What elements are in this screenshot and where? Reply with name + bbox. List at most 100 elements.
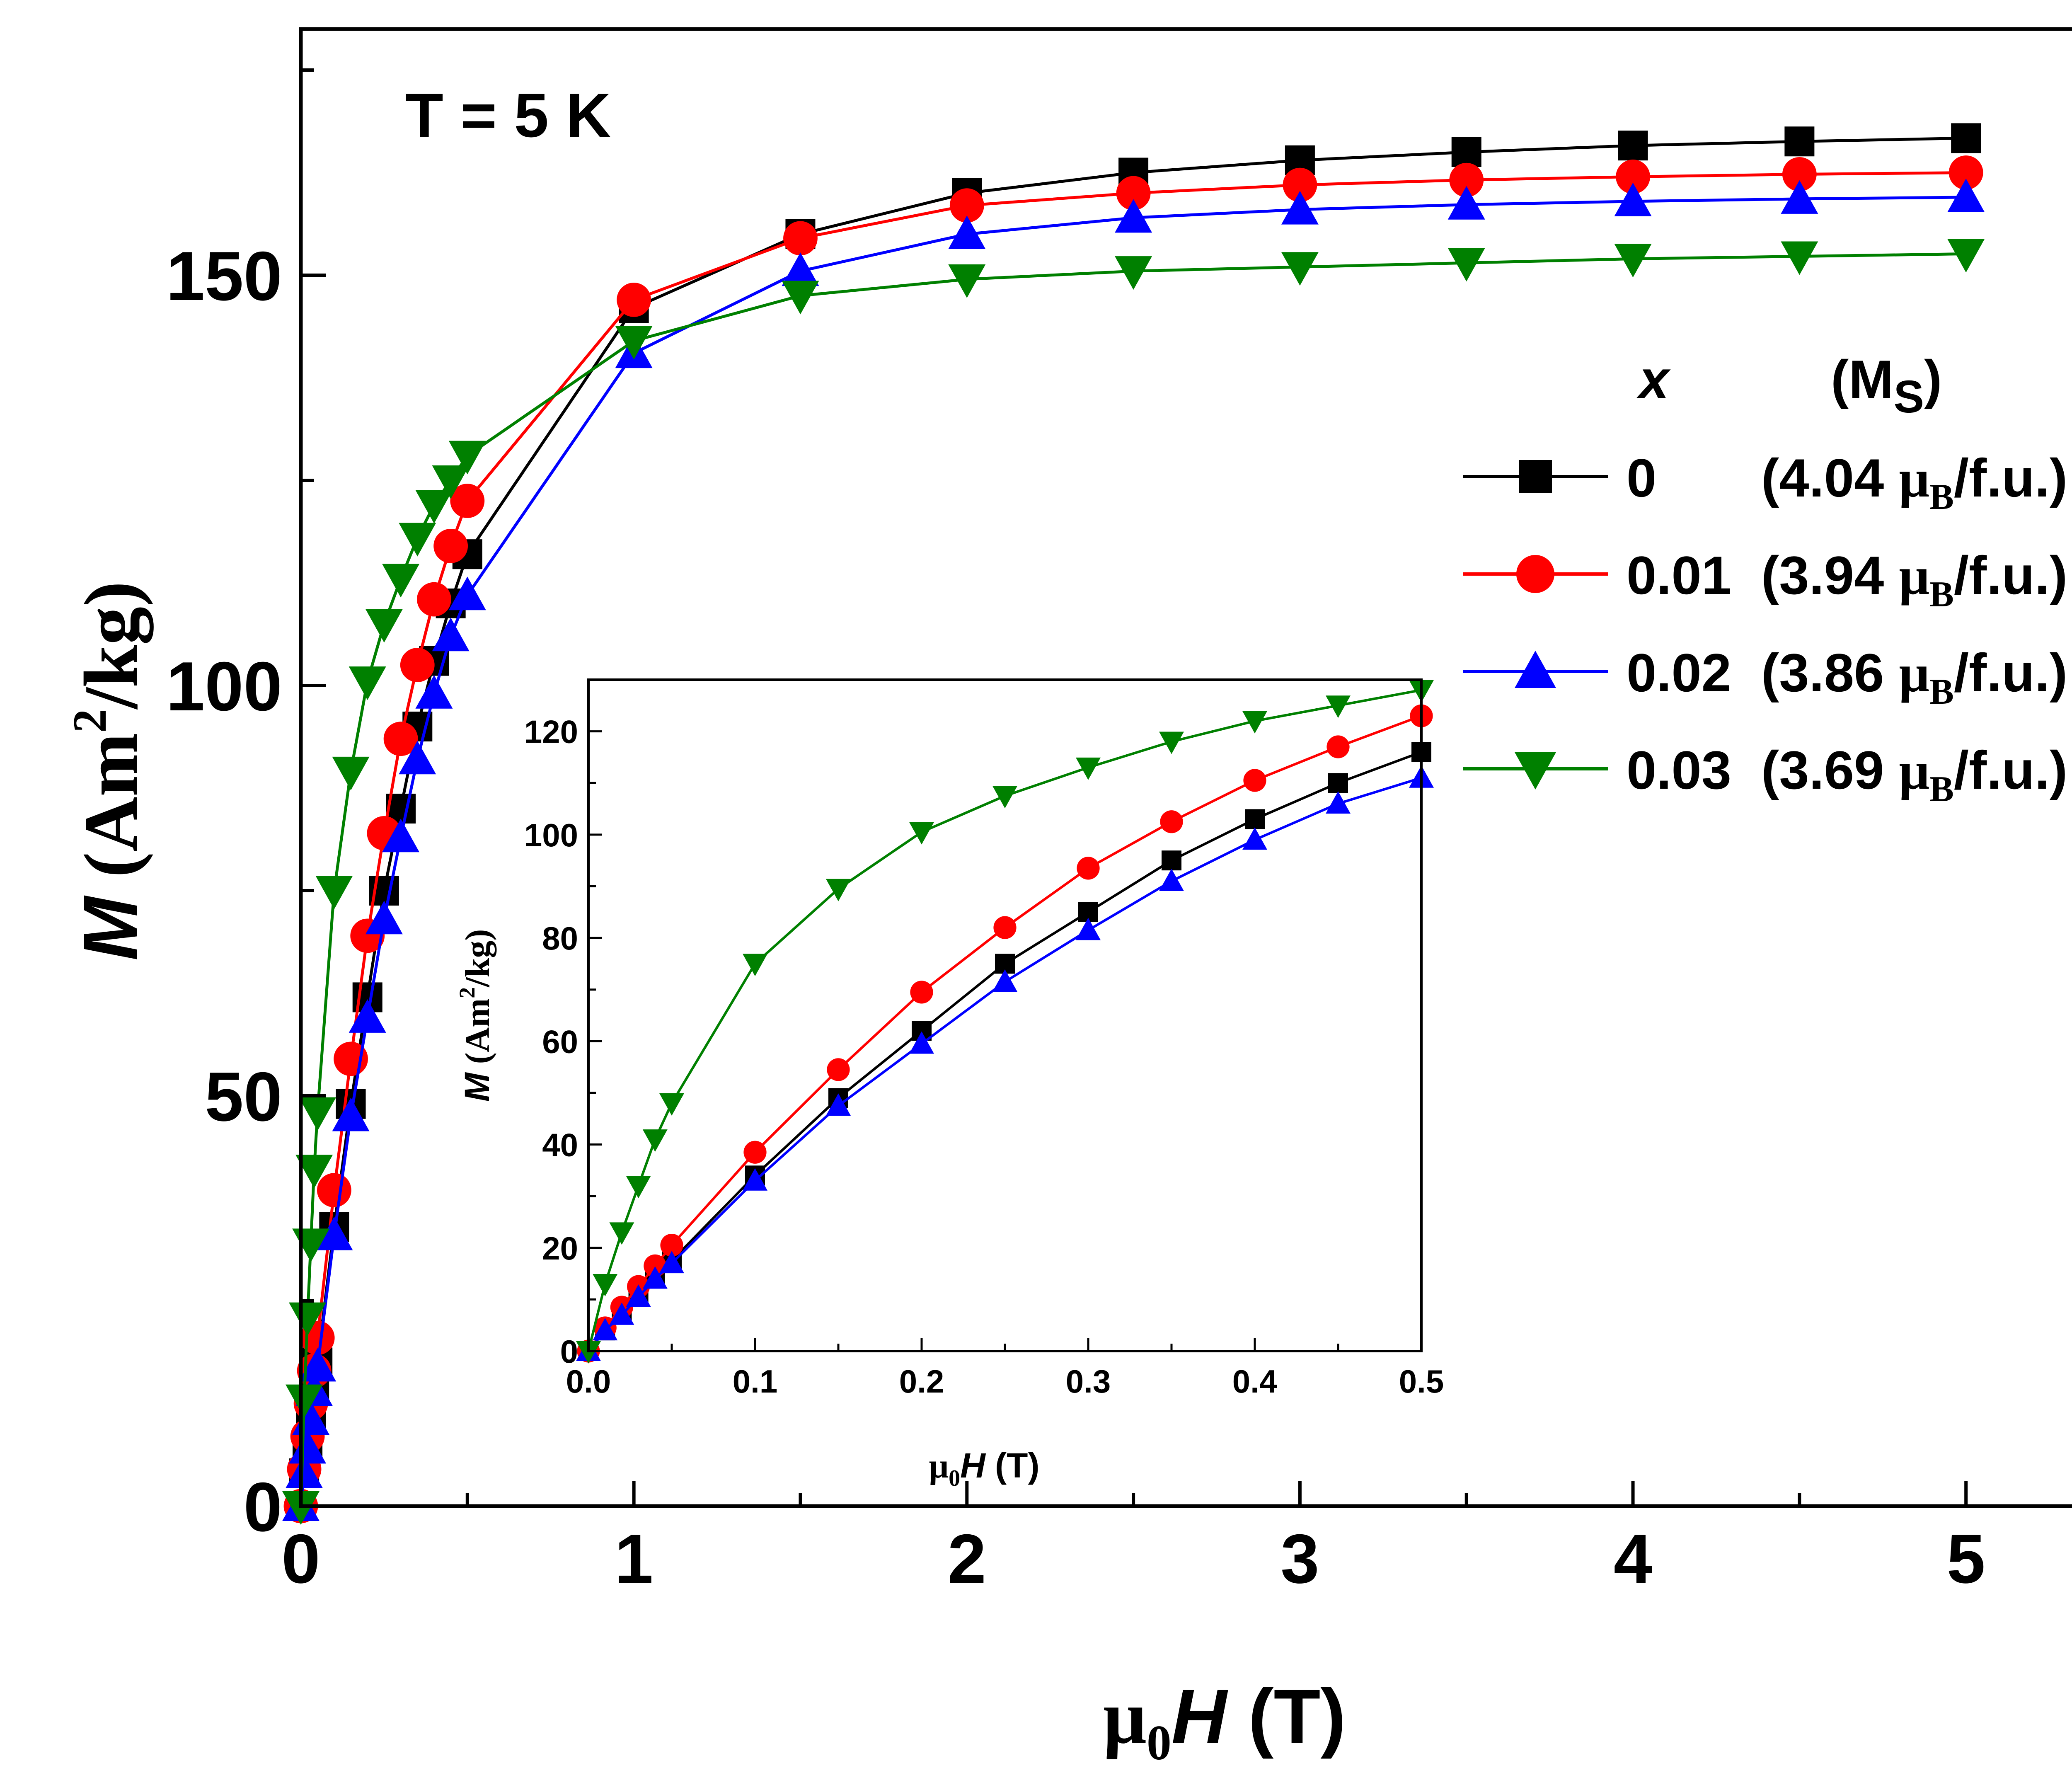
inset-x-tick-label-0: 0.0 xyxy=(566,1363,611,1400)
main-series-3-point-19 xyxy=(1281,252,1319,286)
main-y-tick-label-0: 0 xyxy=(244,1468,282,1546)
inset-y-tick-label-6: 120 xyxy=(524,714,578,750)
main-series-1-point-21 xyxy=(1616,160,1650,194)
legend-header-ms: (M xyxy=(1831,349,1894,409)
inset-series-2-point-4 xyxy=(642,1266,668,1289)
main-series-2-point-7 xyxy=(332,1097,370,1131)
temperature-annotation: T = 5 K xyxy=(405,80,611,150)
inset-series-1-point-12 xyxy=(1243,769,1266,792)
main-series-3-point-11 xyxy=(399,523,436,557)
legend-label-0: 0 (4.04 μB/f.u.) xyxy=(1627,448,2067,517)
main-series-2-point-18 xyxy=(1115,199,1152,233)
inset-y-tick-label-1: 20 xyxy=(542,1230,578,1267)
main-series-2-point-12 xyxy=(415,675,453,709)
legend-header-x: x xyxy=(1636,349,1671,409)
inset-y-title-unit-pre: (Am xyxy=(458,998,497,1073)
main-series-3-point-14 xyxy=(448,441,486,475)
legend-x-value-0: 0 xyxy=(1627,448,1656,508)
inset-x-title-suffix: (T) xyxy=(985,1446,1040,1485)
inset-series-3-point-12 xyxy=(1242,711,1267,734)
main-x-tick-label-1: 1 xyxy=(615,1520,653,1598)
inset-series-2-point-11 xyxy=(1159,869,1184,891)
inset-series-3-point-1 xyxy=(593,1274,618,1296)
main-series-2-point-21 xyxy=(1614,182,1652,216)
inset-series-1-point-7 xyxy=(827,1058,850,1081)
inset-x-title-italic: H xyxy=(960,1446,986,1485)
inset-series-2-point-13 xyxy=(1326,791,1351,814)
main-x-tick-label-0: 0 xyxy=(281,1520,320,1598)
inset-x-title-sub: 0 xyxy=(949,1465,960,1491)
main-series-0-point-22 xyxy=(1784,126,1815,157)
inset-x-tick-label-5: 0.5 xyxy=(1399,1363,1444,1400)
inset-series-2-point-1 xyxy=(593,1318,618,1341)
main-series-3-point-7 xyxy=(332,756,370,790)
inset-series-1-point-6 xyxy=(743,1141,767,1164)
main-series-2-point-5 xyxy=(299,1348,336,1382)
main-series-2-point-20 xyxy=(1447,186,1485,220)
main-series-2-point-14 xyxy=(448,576,486,610)
main-series-3-point-21 xyxy=(1614,244,1652,278)
legend-entries: 0 (4.04 μB/f.u.) 0.01 (3.94 μ B/f.u.) 0.02 (3.… xyxy=(1463,448,2067,809)
inset-series-3-point-5 xyxy=(659,1093,684,1116)
main-series-3-point-1 xyxy=(286,1384,323,1418)
legend-label-2: 0.02 (3.86 μB/f.u.) xyxy=(1627,642,2067,712)
inset-ticks: 0.0 0.1 0.2 0.3 0.4 0.5 0 20 40 60 80 100 120 xyxy=(524,714,1444,1400)
legend-marker-2 xyxy=(1515,651,1556,688)
main-series-2-point-8 xyxy=(349,999,386,1033)
legend-x-value-1: 0.01 xyxy=(1627,545,1731,606)
main-y-title-italic: M xyxy=(68,895,153,961)
main-series-2-point-17 xyxy=(948,216,986,249)
main-series-2-point-23 xyxy=(1947,178,1985,212)
legend-x-value-3: 0.03 xyxy=(1627,740,1731,800)
legend-ms-close-0: /f.u.) xyxy=(1954,448,2067,508)
legend-ms-open-2: (3.86 xyxy=(1761,642,1899,703)
legend-header-ms-sub: S xyxy=(1894,371,1924,422)
main-series-2-point-13 xyxy=(432,618,470,652)
main-series-3-point-5 xyxy=(299,1097,336,1131)
legend-label-1: 0.01 (3.94 μB/f.u.) xyxy=(1627,545,2067,615)
main-x-tick-label-2: 2 xyxy=(948,1520,986,1598)
main-series-3-point-22 xyxy=(1781,241,1818,275)
main-x-title-suffix: (T) xyxy=(1227,1674,1346,1759)
inset-series-3-point-11 xyxy=(1159,731,1184,754)
legend-mu-0: μ xyxy=(1899,449,1929,509)
inset-x-tick-label-2: 0.2 xyxy=(899,1363,944,1400)
inset-series-3-point-6 xyxy=(743,954,767,976)
inset-series-1-point-13 xyxy=(1326,735,1350,758)
main-x-axis-title: μ0H (T) xyxy=(1103,1674,1346,1770)
inset-y-tick-label-2: 40 xyxy=(542,1127,578,1163)
legend-label-3: 0.03 (3.69 μB/f.u.) xyxy=(1627,740,2067,809)
main-series-1-point-13 xyxy=(433,529,468,563)
main-y-title-unit-pre: (Am xyxy=(69,733,154,897)
legend-ms-open-1: (3.94 xyxy=(1761,545,1899,606)
legend-ms-open-3: (3.69 xyxy=(1761,740,1899,800)
inset-y-axis-title: M (Am2/kg) xyxy=(455,929,497,1102)
main-series-1-point-12 xyxy=(417,582,451,617)
inset-y-tick-label-4: 80 xyxy=(542,920,578,957)
inset-x-axis-title: μ0H (T) xyxy=(929,1446,1040,1491)
main-x-tick-label-5: 5 xyxy=(1946,1520,1985,1598)
inset-series-0-point-13 xyxy=(1328,773,1348,793)
legend-sub-3: B xyxy=(1929,769,1954,809)
inset-series-0-point-12 xyxy=(1245,809,1265,829)
inset-series-3-point-9 xyxy=(992,786,1017,809)
main-series-1-point-6 xyxy=(317,1173,351,1208)
inset-series-1-point-9 xyxy=(993,916,1017,939)
inset-y-title-italic: M xyxy=(457,1072,496,1102)
inset-series-2-point-6 xyxy=(743,1168,767,1191)
main-series-1-point-17 xyxy=(949,188,984,223)
inset-series-1-point-10 xyxy=(1077,857,1100,880)
inset-background xyxy=(588,680,1421,1351)
main-y-tick-label-3: 150 xyxy=(166,237,282,315)
main-series-2-point-1 xyxy=(286,1454,323,1488)
main-series-2-point-19 xyxy=(1281,191,1319,225)
legend-header: x (MS) xyxy=(1636,349,1942,422)
main-series-2-point-9 xyxy=(365,901,403,935)
main-series-1-point-22 xyxy=(1782,157,1817,191)
legend-sub-1: B xyxy=(1929,574,1954,615)
main-series-1-point-14 xyxy=(450,484,485,518)
